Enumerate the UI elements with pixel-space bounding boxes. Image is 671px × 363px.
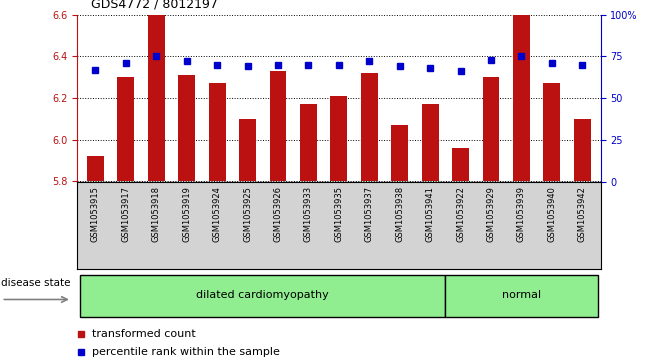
Text: GSM1053919: GSM1053919	[183, 186, 191, 242]
Text: GSM1053939: GSM1053939	[517, 186, 526, 242]
Bar	[574, 119, 590, 182]
Text: GSM1053940: GSM1053940	[548, 186, 556, 242]
Text: GSM1053942: GSM1053942	[578, 186, 586, 242]
Bar	[209, 83, 225, 182]
Text: GSM1053941: GSM1053941	[425, 186, 435, 242]
Text: GSM1053925: GSM1053925	[243, 186, 252, 242]
Text: transformed count: transformed count	[92, 329, 195, 339]
Bar	[391, 125, 408, 182]
Bar	[446, 274, 597, 317]
Text: GSM1053924: GSM1053924	[213, 186, 221, 242]
Text: percentile rank within the sample: percentile rank within the sample	[92, 347, 280, 357]
Bar	[81, 274, 446, 317]
Text: normal: normal	[502, 290, 541, 300]
Bar	[270, 71, 287, 182]
Bar	[361, 73, 378, 182]
Bar	[452, 148, 469, 182]
Text: dilated cardiomyopathy: dilated cardiomyopathy	[197, 290, 329, 300]
Text: GSM1053926: GSM1053926	[274, 186, 282, 242]
Text: GSM1053915: GSM1053915	[91, 186, 100, 242]
Bar	[178, 75, 195, 182]
Bar	[117, 77, 134, 182]
Text: GSM1053933: GSM1053933	[304, 186, 313, 242]
Text: GSM1053918: GSM1053918	[152, 186, 161, 242]
Bar	[331, 96, 347, 182]
Text: GSM1053937: GSM1053937	[365, 186, 374, 242]
Text: GSM1053935: GSM1053935	[334, 186, 344, 242]
Text: disease state: disease state	[1, 278, 71, 288]
Text: GSM1053922: GSM1053922	[456, 186, 465, 242]
Bar	[239, 119, 256, 182]
Text: GDS4772 / 8012197: GDS4772 / 8012197	[91, 0, 217, 11]
Bar	[87, 156, 104, 182]
Bar	[544, 83, 560, 182]
Bar	[148, 15, 164, 182]
Bar	[513, 15, 530, 182]
Text: GSM1053929: GSM1053929	[486, 186, 495, 242]
Bar	[422, 104, 439, 182]
Bar	[300, 104, 317, 182]
Text: GSM1053938: GSM1053938	[395, 186, 404, 242]
Text: GSM1053917: GSM1053917	[121, 186, 130, 242]
Bar	[482, 77, 499, 182]
